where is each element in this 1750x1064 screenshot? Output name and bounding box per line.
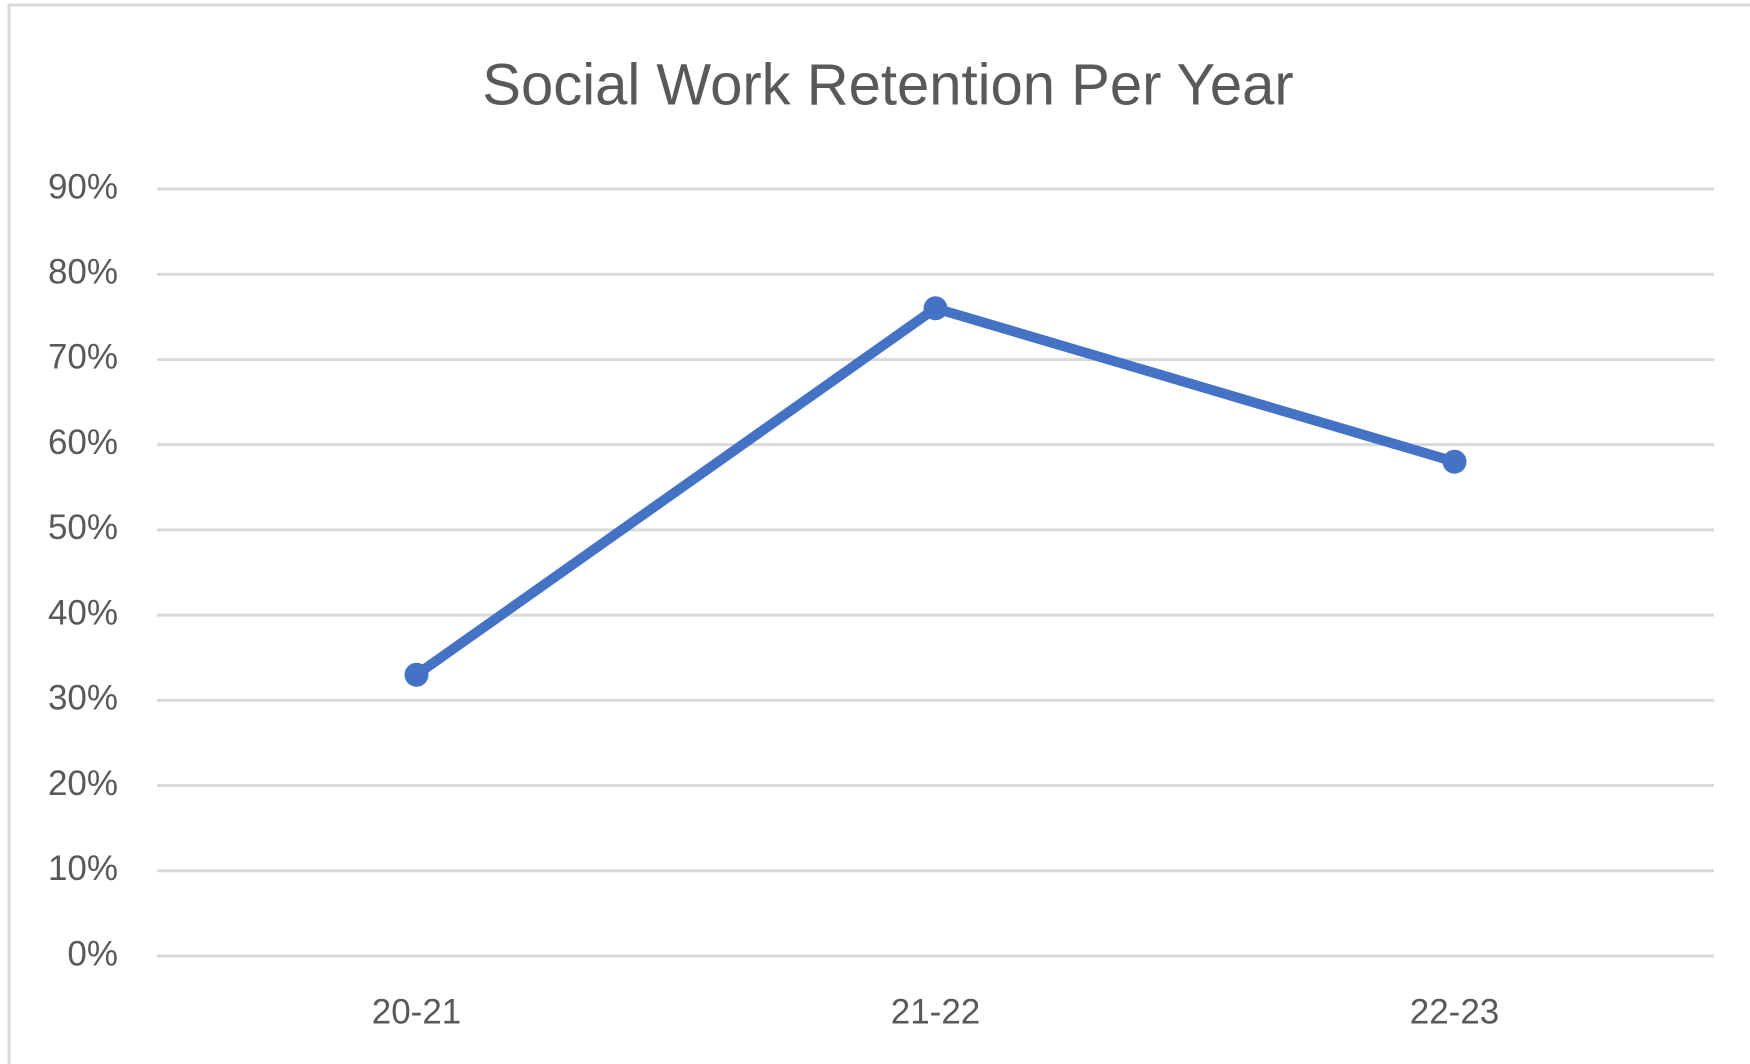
x-tick-label: 22-23	[1410, 992, 1500, 1031]
y-tick-label: 60%	[48, 423, 118, 462]
x-tick-label: 20-21	[372, 992, 462, 1031]
chart-title: Social Work Retention Per Year	[482, 52, 1293, 117]
y-tick-label: 50%	[48, 508, 118, 547]
y-tick-label: 80%	[48, 252, 118, 291]
data-point	[1442, 449, 1467, 474]
data-point	[404, 662, 429, 687]
y-tick-label: 10%	[48, 849, 118, 888]
y-tick-label: 40%	[48, 593, 118, 632]
chart-frame	[7, 3, 1750, 1064]
data-point	[923, 296, 948, 321]
x-tick-label: 21-22	[891, 992, 981, 1031]
y-tick-label: 20%	[48, 764, 118, 803]
y-tick-label: 70%	[48, 338, 118, 377]
y-tick-label: 30%	[48, 679, 118, 718]
y-tick-label: 0%	[67, 934, 118, 973]
y-tick-label: 90%	[48, 167, 118, 206]
